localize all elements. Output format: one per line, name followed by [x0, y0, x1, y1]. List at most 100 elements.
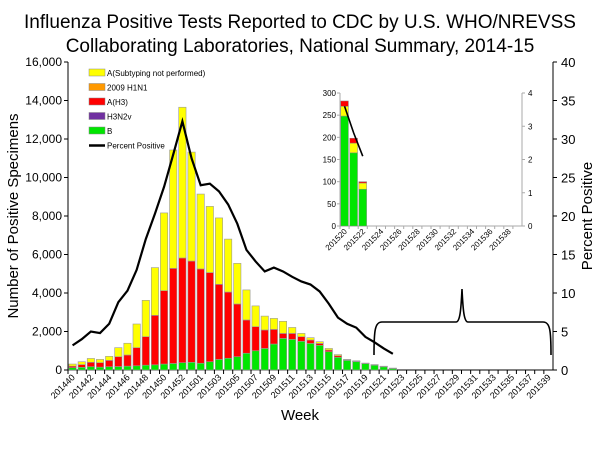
- inset-bar-a-subtyping-not-performed: [349, 142, 358, 154]
- bar-a-subtyping-not-performed-: [150, 267, 159, 316]
- bar-a-subtyping-not-performed-: [260, 315, 269, 331]
- bar-b: [215, 359, 223, 371]
- legend-label-2009-h1n1: 2009 H1N1: [107, 84, 148, 93]
- bar-a-subtyping-not-performed-: [333, 354, 342, 357]
- inset-percent-positive-line: [343, 106, 364, 157]
- inset-y-tick-label: 200: [323, 133, 337, 142]
- bar-a-h3-: [233, 303, 242, 358]
- bar-a-h3-: [86, 361, 95, 368]
- bar-a-subtyping-not-performed-: [132, 323, 141, 348]
- y2-tick-label: 25: [561, 171, 575, 186]
- inset-y-tick-label: 300: [323, 89, 337, 98]
- bar-a-h3-: [187, 260, 196, 363]
- bar-a-subtyping-not-performed-: [105, 356, 114, 361]
- bar-b: [343, 360, 352, 371]
- bar-b: [123, 365, 132, 371]
- bar-b: [150, 364, 159, 371]
- bar-a-subtyping-not-performed-: [215, 217, 223, 285]
- inset-y-tick-label: 250: [323, 111, 337, 120]
- bar-b: [306, 343, 315, 371]
- y2-tick-label: 40: [561, 55, 575, 70]
- bar-a-subtyping-not-performed-: [86, 358, 95, 363]
- bar-a-h3-: [215, 284, 223, 360]
- legend-swatch-h3n2v: [88, 112, 106, 120]
- y-axis-label: Number of Positive Specimens: [5, 113, 22, 318]
- bar-b: [160, 363, 169, 371]
- bar-a-h3-: [260, 329, 269, 349]
- bar-b: [269, 343, 278, 371]
- bar-a-h3-: [96, 362, 104, 368]
- bar-a-h3-: [77, 364, 86, 368]
- bar-a-h3-: [141, 336, 150, 366]
- bar-a-subtyping-not-performed-: [160, 212, 169, 291]
- bar-a-subtyping-not-performed-: [352, 360, 361, 362]
- inset-brace: [373, 288, 552, 356]
- bar-a-h3-: [279, 333, 288, 339]
- y-tick-label: 12,000: [25, 132, 62, 146]
- bar-a-h3-: [132, 347, 141, 367]
- bar-a-subtyping-not-performed-: [114, 347, 123, 358]
- bar-b: [178, 362, 187, 371]
- y-tick-label: 8,000: [32, 209, 62, 223]
- legend: A(Subtyping not performed) 2009 H1N1 A(H3)…: [88, 68, 206, 151]
- bar-b: [114, 366, 123, 371]
- bar-a-subtyping-not-performed-: [77, 361, 86, 365]
- bar-a-h3-: [242, 319, 251, 354]
- bar-b: [205, 361, 214, 371]
- y-tick-label: 14,000: [25, 94, 62, 108]
- bar-a-subtyping-not-performed-: [169, 149, 178, 269]
- inset-bar-a-subtyping-not-performed: [358, 182, 367, 190]
- bar-b: [260, 348, 269, 371]
- bar-b: [333, 356, 342, 371]
- bar-a-h3-: [196, 268, 205, 364]
- bar-b: [352, 361, 361, 371]
- bar-b: [68, 367, 77, 371]
- bar-b: [279, 338, 288, 371]
- bar-b: [169, 363, 178, 371]
- bar-a-subtyping-not-performed-: [187, 151, 196, 262]
- bar-a-subtyping-not-performed-: [306, 337, 315, 341]
- inset-y2-tick-label: 0: [528, 222, 533, 231]
- bar-a-subtyping-not-performed-: [68, 363, 77, 367]
- bar-b: [96, 366, 104, 371]
- bar-a-h3-: [150, 315, 159, 366]
- bar-a-subtyping-not-performed-: [233, 263, 242, 305]
- y2-tick-label: 15: [561, 248, 575, 263]
- bar-b: [324, 351, 333, 371]
- legend-label-a-h3-: A(H3): [107, 98, 128, 107]
- bar-a-subtyping-not-performed-: [96, 359, 104, 363]
- bar-a-subtyping-not-performed-: [315, 341, 324, 344]
- inset-bar-b: [358, 188, 367, 227]
- legend-label-percent-positive: Percent Positive: [107, 142, 165, 151]
- bar-a-subtyping-not-performed-: [123, 342, 132, 356]
- y-tick-label: 2,000: [32, 325, 62, 339]
- y-tick-label: 4,000: [32, 286, 62, 300]
- inset-y-tick-label: 100: [323, 178, 337, 187]
- inset-y-tick-label: 50: [327, 200, 336, 209]
- inset-y2-tick-label: 2: [528, 156, 533, 165]
- bar-a-subtyping-not-performed-: [288, 327, 297, 334]
- bar-a-subtyping-not-performed-: [251, 305, 260, 327]
- bar-a-subtyping-not-performed-: [297, 333, 306, 337]
- bar-a-subtyping-not-performed-: [141, 300, 150, 337]
- bar-b: [132, 365, 141, 371]
- bar-b: [288, 339, 297, 371]
- bar-a-subtyping-not-performed-: [224, 238, 233, 293]
- legend-swatch-2009-h1n1: [88, 83, 106, 91]
- bar-b: [86, 366, 95, 371]
- bar-a-subtyping-not-performed-: [324, 348, 333, 351]
- inset-bar-a-h3: [340, 100, 349, 107]
- y2-tick-label: 20: [561, 209, 575, 224]
- bar-a-h3-: [178, 257, 187, 363]
- bar-a-subtyping-not-performed-: [242, 289, 251, 321]
- inset-y2-tick-label: 1: [528, 189, 533, 198]
- bar-a-h3-: [205, 272, 214, 363]
- y2-tick-label: 5: [561, 325, 568, 340]
- y-tick-label: 10,000: [25, 171, 62, 185]
- bar-a-h3-: [269, 329, 278, 345]
- legend-swatch-a-subtyping-not-performed-: [88, 68, 106, 77]
- bar-b: [242, 352, 251, 371]
- bar-b: [187, 361, 196, 371]
- bar-b: [251, 350, 260, 371]
